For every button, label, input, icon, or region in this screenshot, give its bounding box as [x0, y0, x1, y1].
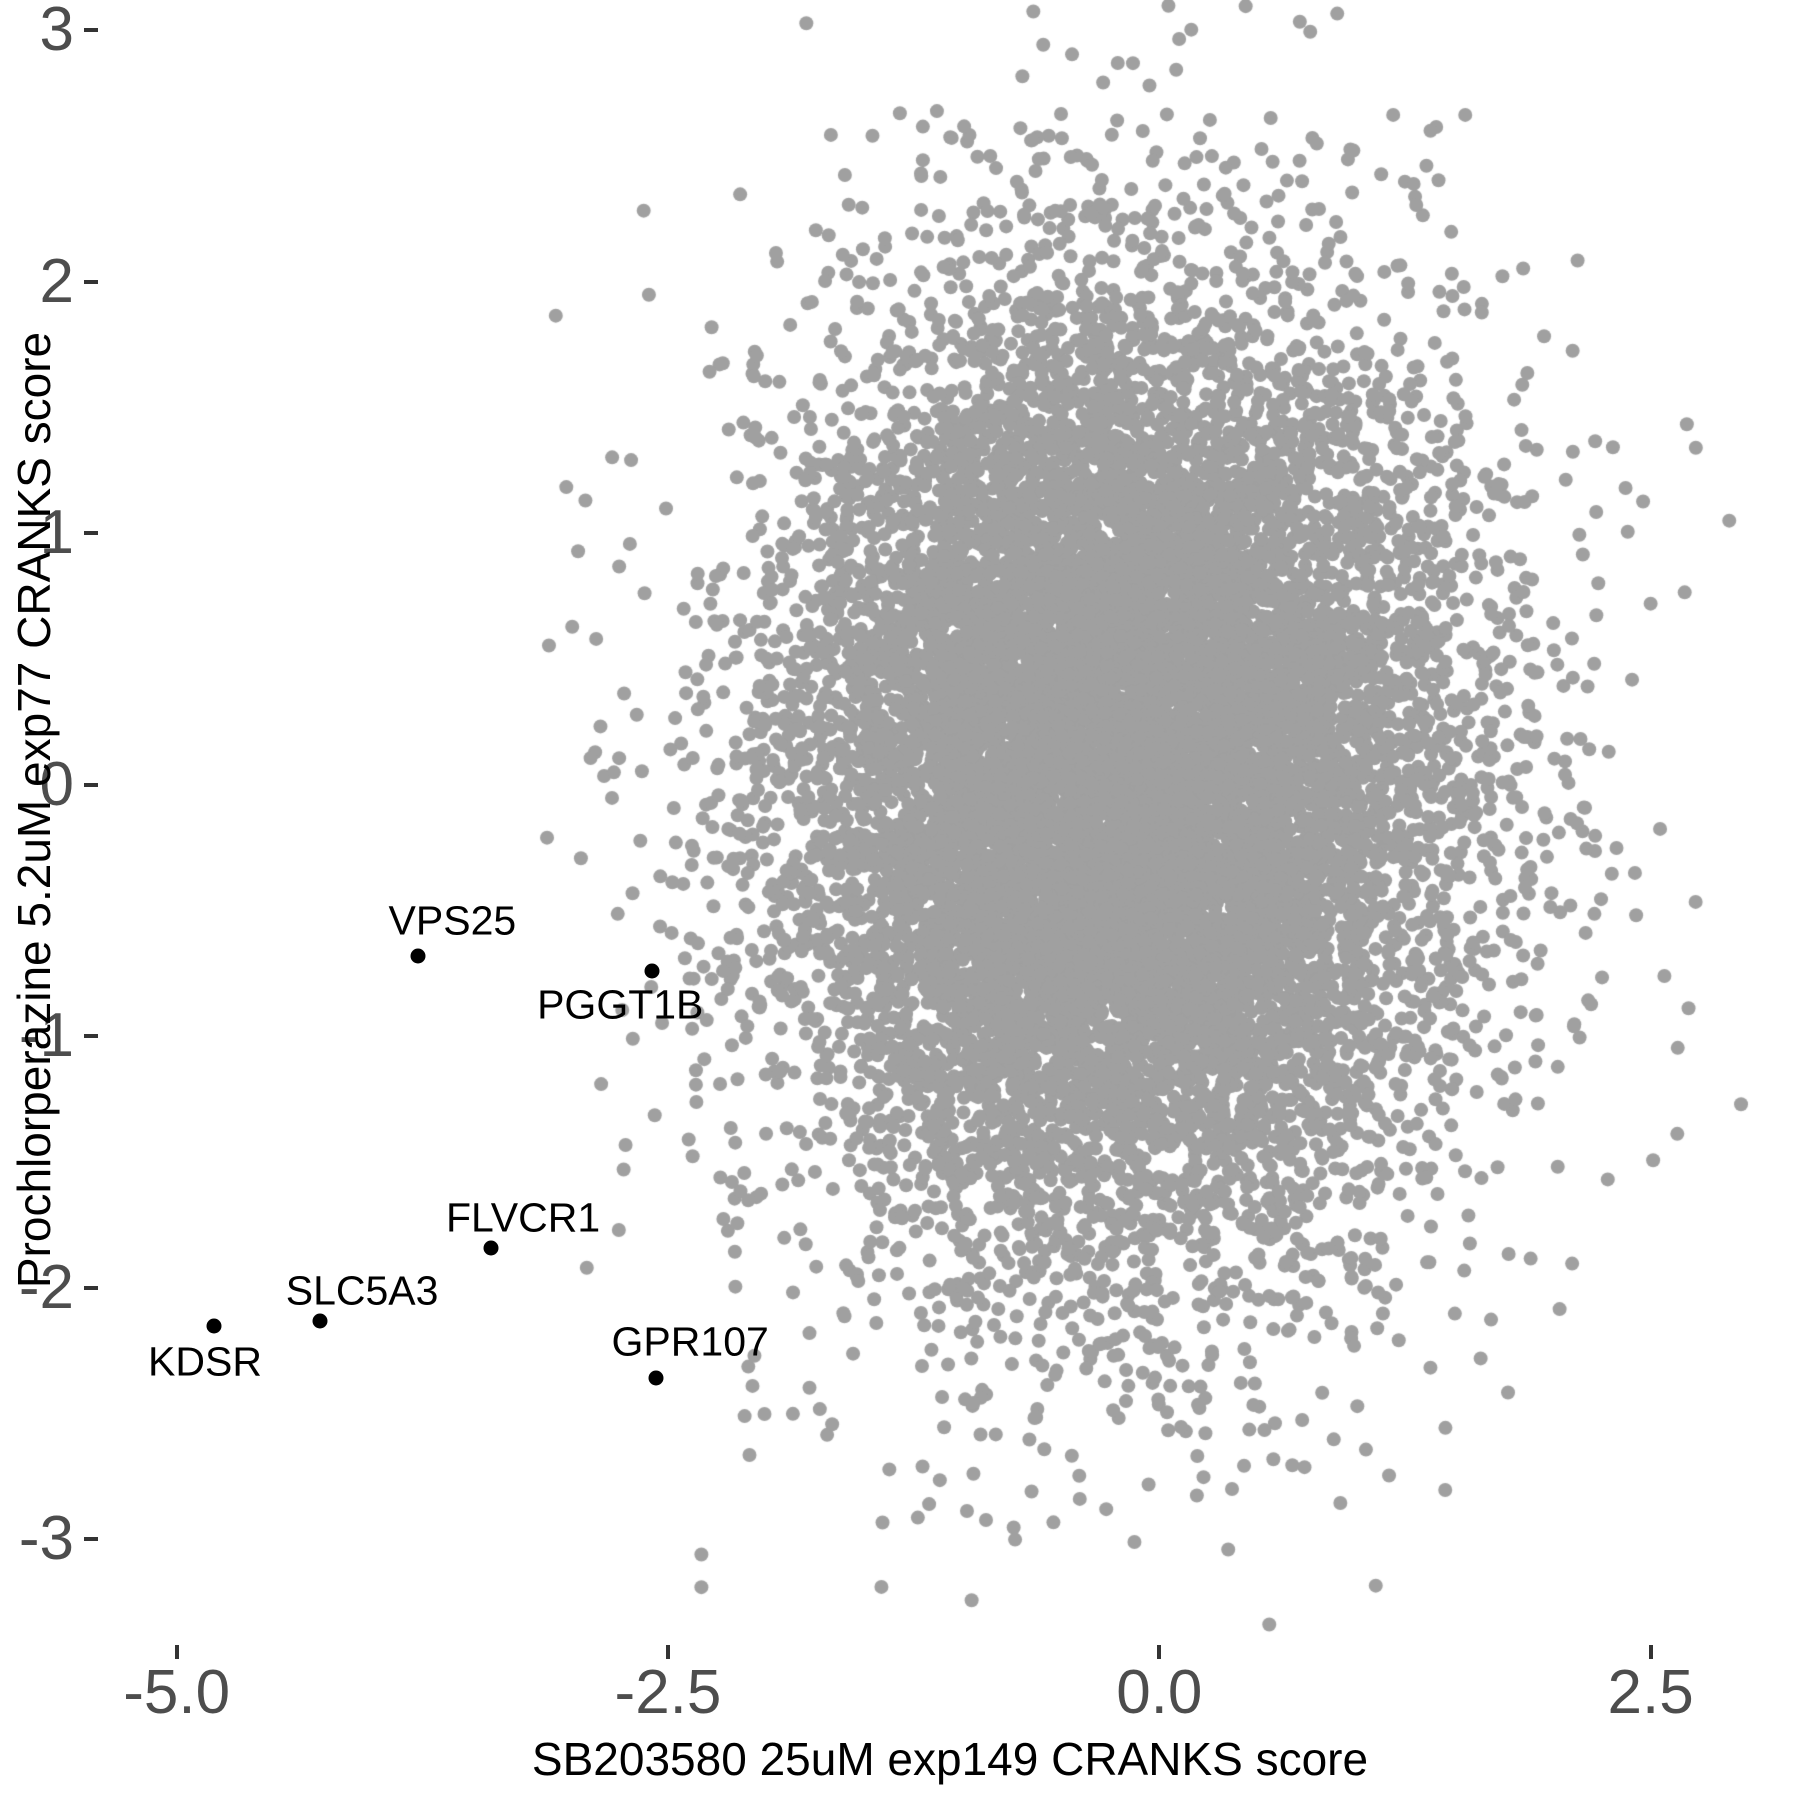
x-axis-tick — [665, 1645, 670, 1659]
gene-point-KDSR — [206, 1318, 222, 1334]
y-axis-tick — [84, 28, 98, 33]
y-axis-tick — [84, 531, 98, 536]
gene-label-VPS25: VPS25 — [388, 897, 517, 944]
gene-point-GPR107 — [648, 1370, 664, 1386]
y-axis-title: Prochlorperazine 5.2uM exp77 CRANKS scor… — [8, 331, 60, 1289]
x-axis-tick-label: 0.0 — [1116, 1658, 1203, 1727]
gene-label-SLC5A3: SLC5A3 — [285, 1267, 439, 1314]
x-axis-tick — [1157, 1645, 1162, 1659]
gene-point-FLVCR1 — [483, 1240, 499, 1256]
gene-label-PGGT1B: PGGT1B — [537, 981, 704, 1028]
y-axis-tick-label: -3 — [18, 1504, 74, 1574]
y-axis-tick-label: 2 — [39, 246, 74, 316]
x-axis-tick — [1648, 1645, 1653, 1659]
gene-label-GPR107: GPR107 — [611, 1318, 769, 1365]
gene-point-VPS25 — [410, 948, 426, 964]
gene-label-FLVCR1: FLVCR1 — [446, 1194, 601, 1241]
gene-point-SLC5A3 — [312, 1313, 328, 1329]
gene-point-PGGT1B — [644, 963, 660, 979]
y-axis-tick — [84, 1537, 98, 1542]
x-axis-tick — [174, 1645, 179, 1659]
y-axis-tick — [84, 782, 98, 787]
y-axis-tick-label: -1 — [18, 1001, 74, 1071]
y-axis-tick-label: 3 — [39, 0, 74, 65]
x-axis-tick-label: 2.5 — [1607, 1658, 1694, 1727]
y-axis-tick-label: 1 — [39, 498, 74, 568]
x-axis-tick-label: -5.0 — [123, 1658, 231, 1727]
y-axis-tick — [84, 1285, 98, 1290]
y-axis-tick — [84, 279, 98, 284]
gene-label-KDSR: KDSR — [148, 1338, 262, 1385]
y-axis-tick-label: -2 — [18, 1252, 74, 1322]
x-axis-title: SB203580 25uM exp149 CRANKS score — [531, 1733, 1369, 1785]
y-axis-tick-label: 0 — [39, 749, 74, 819]
y-axis-tick — [84, 1034, 98, 1039]
x-axis-tick-label: -2.5 — [614, 1658, 722, 1727]
